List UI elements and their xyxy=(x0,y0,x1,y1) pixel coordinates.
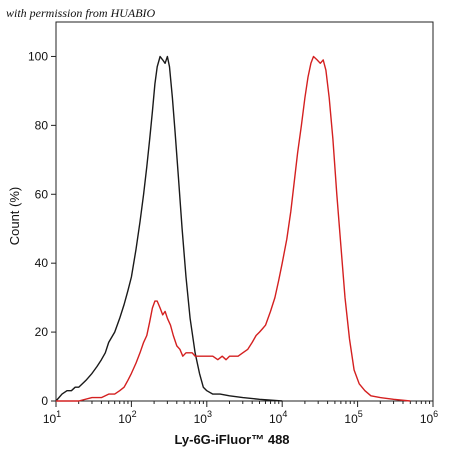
y-tick-label: 40 xyxy=(35,256,49,270)
y-tick-label: 60 xyxy=(35,187,49,201)
x-tick-label: 101 xyxy=(43,409,61,426)
series-line-1 xyxy=(55,55,283,402)
y-tick-label: 20 xyxy=(35,325,49,339)
x-tick-label: 106 xyxy=(420,409,438,426)
y-tick-label: 100 xyxy=(28,49,48,63)
series-line-2 xyxy=(56,55,411,402)
x-tick-label: 103 xyxy=(194,409,212,426)
x-tick-label: 102 xyxy=(118,409,136,426)
y-tick-label: 80 xyxy=(35,118,49,132)
watermark-text: with permission from HUABIO xyxy=(6,6,156,20)
x-tick-label: 104 xyxy=(269,409,287,426)
plot-frame xyxy=(55,21,434,402)
y-axis-label: Count (%) xyxy=(7,187,22,246)
y-tick-label: 0 xyxy=(41,394,48,408)
x-axis-label: Ly-6G-iFluor™ 488 xyxy=(174,432,289,447)
x-tick-label: 105 xyxy=(344,409,362,426)
plot-area: 0 20 40 60 80 100 101 102 103 104 105 106 xyxy=(28,21,438,426)
